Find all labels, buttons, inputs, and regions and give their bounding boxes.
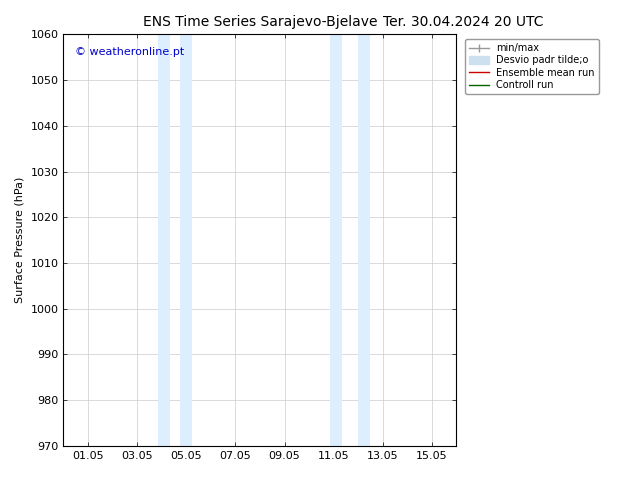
Bar <box>330 34 342 446</box>
Legend: min/max, Desvio padr tilde;o, Ensemble mean run, Controll run: min/max, Desvio padr tilde;o, Ensemble m… <box>465 39 598 94</box>
Text: Ter. 30.04.2024 20 UTC: Ter. 30.04.2024 20 UTC <box>382 15 543 29</box>
Bar <box>158 34 171 446</box>
Text: © weatheronline.pt: © weatheronline.pt <box>75 47 184 57</box>
Bar <box>180 34 192 446</box>
Bar <box>358 34 370 446</box>
Y-axis label: Surface Pressure (hPa): Surface Pressure (hPa) <box>15 177 25 303</box>
Text: ENS Time Series Sarajevo-Bjelave: ENS Time Series Sarajevo-Bjelave <box>143 15 377 29</box>
